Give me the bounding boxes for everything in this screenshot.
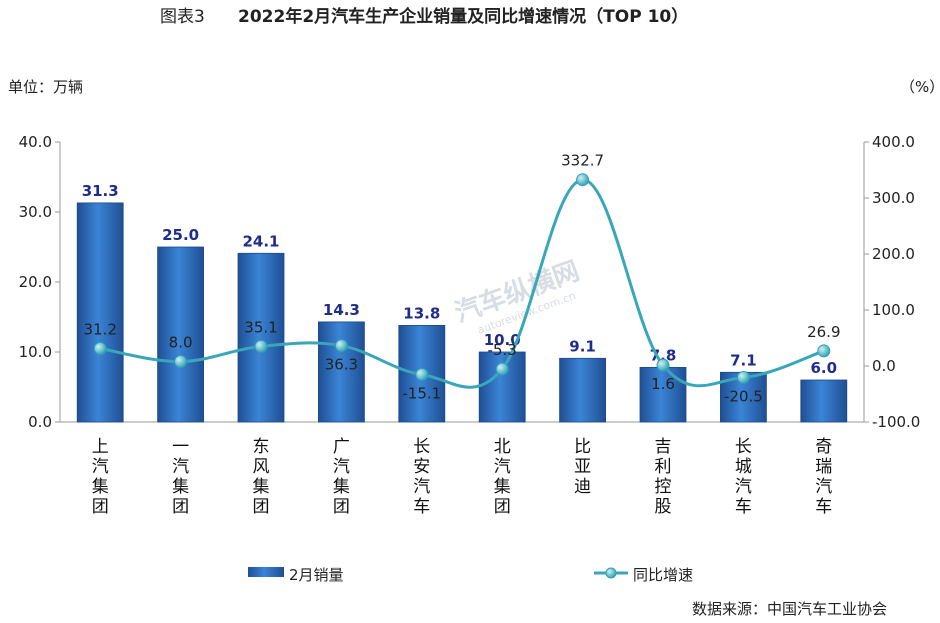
line-marker bbox=[174, 355, 188, 369]
bar-value-label: 10.0 bbox=[484, 331, 521, 349]
line-value-label: 36.3 bbox=[325, 356, 358, 374]
category-label: 长城汽车 bbox=[735, 437, 752, 517]
category-label: 吉利控股 bbox=[655, 437, 672, 517]
watermark: 汽车纵横网 autoreview.com.cn bbox=[451, 255, 584, 337]
line-marker bbox=[254, 339, 268, 353]
category-label: 比亚迪 bbox=[574, 437, 591, 497]
legend-bar-label: 2月销量 bbox=[289, 566, 344, 584]
figure-number: 图表3 bbox=[160, 7, 205, 27]
line-value-label: 31.2 bbox=[83, 321, 116, 339]
legend-line-label: 同比增速 bbox=[633, 566, 693, 584]
line-marker bbox=[656, 358, 670, 372]
right-tick-label: 100.0 bbox=[872, 301, 915, 319]
bar bbox=[800, 379, 848, 423]
category-label: 广汽集团 bbox=[333, 437, 350, 517]
bar-value-label: 9.1 bbox=[569, 337, 596, 355]
line-value-label: 332.7 bbox=[561, 152, 604, 170]
left-axis-unit: 单位：万辆 bbox=[8, 78, 83, 96]
left-tick-label: 30.0 bbox=[19, 203, 52, 221]
right-tick-label: 400.0 bbox=[872, 133, 915, 151]
legend-line-marker bbox=[605, 567, 617, 579]
growth-line bbox=[99, 178, 825, 389]
category-label: 北汽集团 bbox=[494, 437, 511, 517]
left-tick-label: 0.0 bbox=[28, 413, 52, 431]
line-marker bbox=[334, 339, 348, 353]
bar-value-label: 25.0 bbox=[162, 226, 199, 244]
legend-bar-swatch bbox=[248, 567, 284, 577]
category-labels: 上汽集团 一汽集团 东风集团 广汽集团 长安汽车 北汽集团 比亚迪 吉利控股 长城汽车 奇瑞汽车 bbox=[92, 437, 833, 517]
category-label: 上汽集团 bbox=[92, 437, 109, 517]
bar-value-label: 24.1 bbox=[242, 232, 279, 250]
line-marker bbox=[495, 362, 509, 376]
bar-value-label: 13.8 bbox=[403, 304, 440, 322]
line-marker bbox=[736, 370, 750, 384]
data-source: 数据来源：中国汽车工业协会 bbox=[692, 600, 887, 618]
bar-value-label: 7.8 bbox=[650, 346, 677, 364]
line-series: 31.2 8.0 35.1 36.3 -15.1 -5.3 332.7 1.6 -20.5 26.… bbox=[83, 152, 840, 406]
category-label: 长安汽车 bbox=[413, 437, 430, 517]
category-label: 一汽集团 bbox=[172, 437, 189, 517]
bar bbox=[317, 321, 365, 423]
bar-value-label: 6.0 bbox=[811, 359, 838, 377]
category-label: 奇瑞汽车 bbox=[815, 437, 832, 517]
line-marker bbox=[93, 342, 107, 356]
line-marker bbox=[576, 173, 590, 187]
left-axis-ticks: 0.0 10.0 20.0 30.0 40.0 bbox=[19, 133, 60, 431]
line-marker bbox=[415, 367, 429, 381]
line-marker bbox=[817, 344, 831, 358]
right-tick-label: 200.0 bbox=[872, 245, 915, 263]
bar bbox=[157, 246, 205, 423]
bar-value-label: 14.3 bbox=[323, 301, 360, 319]
line-value-label: 35.1 bbox=[244, 318, 277, 336]
right-tick-label: 0.0 bbox=[872, 357, 896, 375]
right-tick-label: 300.0 bbox=[872, 189, 915, 207]
bar-value-label: 31.3 bbox=[82, 182, 119, 200]
right-axis-ticks: -100.0 0.0 100.0 200.0 300.0 400.0 bbox=[864, 133, 920, 431]
legend: 2月销量 同比增速 bbox=[248, 566, 693, 584]
line-value-label: -20.5 bbox=[724, 387, 763, 405]
line-value-label: 1.6 bbox=[651, 375, 675, 393]
bar-value-label: 7.1 bbox=[730, 351, 757, 369]
bar bbox=[559, 357, 606, 423]
bar-series: 31.3 25.0 24.1 14.3 13.8 10.0 9.1 7.8 7.1 6.0 bbox=[76, 182, 848, 423]
chart-title: 2022年2月汽车生产企业销量及同比增速情况（TOP 10） bbox=[238, 6, 688, 27]
right-tick-label: -100.0 bbox=[872, 413, 920, 431]
line-value-label: -15.1 bbox=[402, 384, 441, 402]
left-tick-label: 10.0 bbox=[19, 343, 52, 361]
left-tick-label: 40.0 bbox=[19, 133, 52, 151]
line-value-label: 26.9 bbox=[807, 323, 840, 341]
left-tick-label: 20.0 bbox=[19, 273, 52, 291]
bar bbox=[237, 252, 285, 423]
category-label: 东风集团 bbox=[253, 437, 270, 517]
line-value-label: -5.3 bbox=[488, 341, 517, 359]
line-value-label: 8.0 bbox=[169, 334, 193, 352]
bar bbox=[639, 366, 687, 423]
right-axis-unit: （%） bbox=[900, 78, 940, 96]
bar bbox=[76, 202, 124, 423]
